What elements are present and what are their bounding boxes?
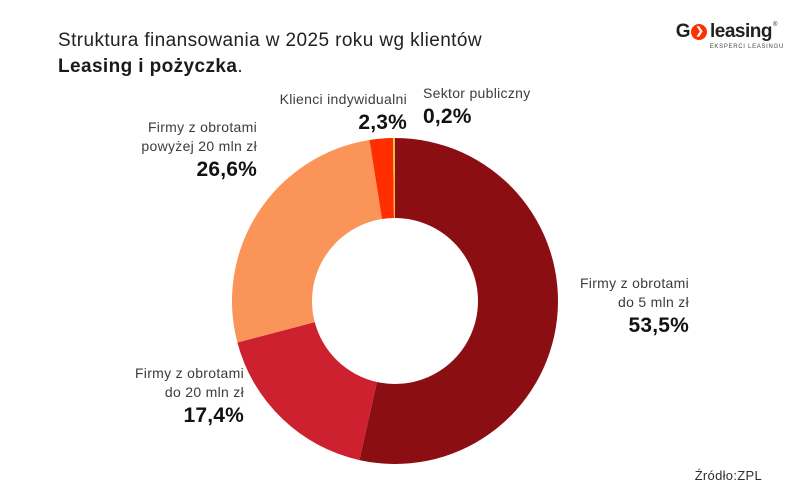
slice-label-text: Firmy z obrotami: [134, 365, 244, 381]
logo-text-leasing: leasing: [710, 21, 772, 42]
slice-value: 17,4%: [183, 404, 244, 427]
slice-value: 2,3%: [358, 111, 407, 134]
label-firmy-powyzej-20-mln: Firmy z obrotami powyżej 20 mln zł 26,6%: [141, 118, 257, 183]
logo-wordmark: G ❯ leasing ®: [676, 21, 778, 43]
logo-tagline: EKSPERCI LEASINGU: [709, 44, 784, 50]
chart-title-line-1: Struktura finansowania w 2025 roku wg kl…: [58, 30, 482, 51]
slice-label-text: do 20 mln zł: [164, 384, 244, 400]
donut-slice-2: [232, 140, 383, 343]
go-leasing-logo: G ❯ leasing ® EKSPERCI LEASINGU: [676, 21, 784, 50]
logo-chevron-icon: ❯: [691, 24, 708, 40]
slice-label-text: do 5 mln zł: [618, 294, 689, 310]
donut-slice-3: [369, 138, 394, 220]
chart-title-line-2-bold: Leasing i pożyczka: [58, 56, 238, 77]
slice-label-text: Firmy z obrotami: [147, 119, 257, 135]
logo-letter-g: G: [675, 21, 691, 42]
label-firmy-do-5-mln: Firmy z obrotami do 5 mln zł 53,5%: [580, 274, 689, 339]
slice-label-text: powyżej 20 mln zł: [141, 138, 257, 154]
chart-title-line-2-suffix: .: [237, 56, 244, 77]
label-klienci-indywidualni: Klienci indywidualni 2,3%: [280, 90, 407, 136]
slice-label-text: Firmy z obrotami: [579, 275, 689, 291]
donut-slice-0: [359, 138, 559, 465]
chart-title: Struktura finansowania w 2025 roku wg kl…: [58, 28, 482, 80]
label-firmy-do-20-mln: Firmy z obrotami do 20 mln zł 17,4%: [135, 364, 244, 429]
slice-label-text: Klienci indywidualni: [279, 91, 407, 107]
chart-title-line-2: Leasing i pożyczka.: [58, 54, 482, 80]
label-sektor-publiczny: Sektor publiczny 0,2%: [423, 84, 531, 130]
slice-value: 53,5%: [628, 314, 689, 337]
donut-slice-4: [392, 138, 395, 219]
logo-registered-mark: ®: [773, 22, 778, 28]
source-note: Źródło:ZPL: [694, 468, 762, 483]
slice-value: 26,6%: [196, 158, 257, 181]
donut-slice-1: [237, 322, 377, 461]
logo-chevron-glyph: ❯: [695, 26, 704, 37]
slice-label-text: Sektor publiczny: [423, 85, 531, 101]
slice-value: 0,2%: [423, 105, 472, 128]
